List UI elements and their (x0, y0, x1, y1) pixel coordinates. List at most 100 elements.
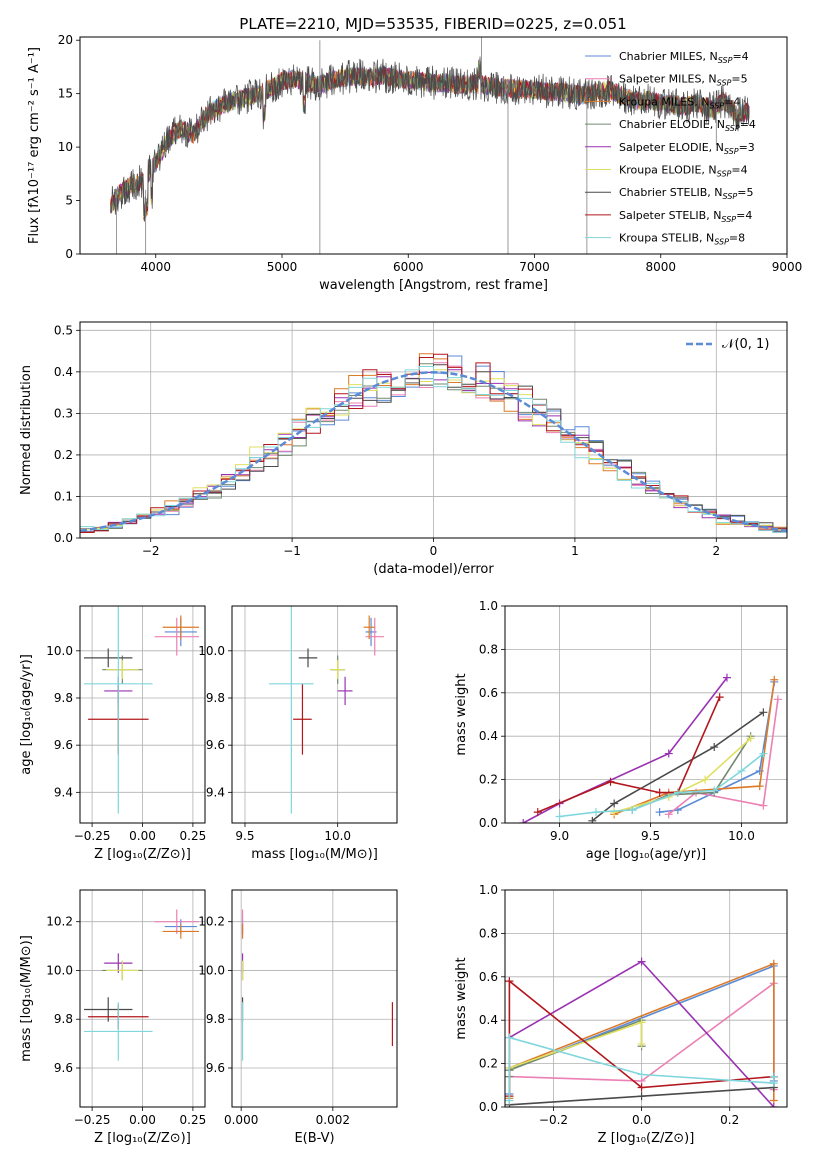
weight-marker (673, 788, 682, 797)
y-tick-label: 20 (58, 33, 73, 47)
x-axis-label: mass [log₁₀(M/M⊙)] (251, 847, 378, 862)
weight-marker (610, 808, 619, 817)
y-tick-label: 15 (58, 87, 73, 101)
y-axis-label: mass [log₁₀(M/M⊙)] (19, 935, 34, 1062)
x-tick-label: 5000 (267, 260, 298, 274)
spectrum-model-line (110, 56, 750, 222)
age_Z-points (84, 606, 199, 814)
legend-label: Chabrier ELODIE, NSSP=4 (619, 118, 756, 133)
y-tick-label: 0.0 (54, 531, 73, 545)
x-tick-label: 9.5 (641, 829, 660, 843)
x-tick-label: 2 (712, 544, 720, 558)
weight_age-frame (504, 605, 788, 824)
spectrum-axes: 4000 5000 6000 7000 8000 9000 0 5 10 15 20 waveleng… (27, 33, 802, 293)
y-tick-label: 0.4 (479, 1013, 498, 1027)
mass_ebv-frame (231, 889, 398, 1108)
weight-marker (755, 782, 764, 791)
weight-marker (773, 695, 782, 704)
weight-marker (555, 812, 564, 821)
weight-marker (769, 1072, 778, 1081)
y-tick-label: 0.8 (479, 642, 498, 656)
weight_age-lines (519, 673, 782, 823)
legend-label: 𝒩(0, 1) (722, 337, 769, 352)
y-tick-label: 10 (58, 140, 73, 154)
age_Z-axes: −0.25 0.00 0.25 9.4 9.6 9.8 10.0 Z [log₁₀(Z/Z⊙)… (19, 606, 206, 862)
x-tick-label: 0.2 (720, 1113, 739, 1127)
weight-marker (655, 788, 664, 797)
x-tick-label: 6000 (393, 260, 424, 274)
weight-marker (759, 749, 768, 758)
x-axis-label: Z [log₁₀(Z/Z⊙)] (94, 1131, 191, 1146)
x-tick-label: 0.00 (129, 1113, 156, 1127)
mass_ebv-axes: 0.000 0.002 9.6 9.8 10.0 10.2 E(B-V) (198, 890, 397, 1146)
y-tick-label: 9.4 (206, 785, 225, 799)
x-axis-label: E(B-V) (294, 1131, 334, 1146)
x-tick-label: 0.00 (129, 829, 156, 843)
weight-marker (710, 786, 719, 795)
y-tick-label: 0.3 (54, 406, 73, 420)
y-axis-label: age [log₁₀(age/yr)] (19, 654, 34, 775)
weight-line (668, 699, 779, 815)
y-tick-label: 10.0 (46, 644, 73, 658)
weight-marker (588, 816, 597, 823)
residuals-axes: −2 −1 0 1 2 0.0 0.1 0.2 0.3 0.4 0.5 (data-model)/er… (19, 322, 787, 577)
weight-marker (655, 808, 664, 817)
x-tick-label: 10.0 (324, 829, 351, 843)
x-tick-label: 10.0 (728, 829, 755, 843)
x-tick-label: 4000 (140, 260, 171, 274)
normal-curve (80, 371, 787, 532)
legend-label: Kroupa STELIB, NSSP=8 (619, 232, 745, 247)
weight-marker (759, 708, 768, 717)
x-tick-label: 7000 (519, 260, 550, 274)
y-tick-label: 9.6 (54, 1061, 73, 1075)
y-axis-label: Flux [fλ10⁻¹⁷ erg cm⁻² s⁻¹ A⁻¹] (27, 47, 42, 244)
x-tick-label: −0.25 (74, 829, 111, 843)
weight-marker (664, 749, 673, 758)
x-tick-label: −0.2 (539, 1113, 568, 1127)
weight-marker (759, 801, 768, 810)
weight-marker (701, 775, 710, 784)
y-tick-label: 10.0 (198, 644, 225, 658)
y-tick-label: 0.2 (479, 1057, 498, 1071)
residuals-frame (79, 321, 788, 539)
legend-label: Kroupa MILES, NSSP=4 (619, 95, 740, 110)
weight-line (522, 677, 728, 823)
y-tick-label: 0.6 (479, 970, 498, 984)
x-tick-label: 9.0 (550, 829, 569, 843)
weight-marker (505, 977, 514, 986)
weight-marker (505, 1033, 514, 1042)
mass_ebv-points (241, 909, 394, 1061)
spectrum-frame (79, 36, 788, 255)
x-tick-label: 9.5 (235, 829, 254, 843)
y-tick-label: 1.0 (479, 599, 498, 613)
weight-marker (746, 734, 755, 743)
age_mass-points (269, 606, 385, 814)
y-tick-label: 0 (65, 247, 73, 261)
spectrum-legend: Chabrier MILES, NSSP=4 Salpeter MILES, NS… (585, 50, 756, 247)
weight-marker (664, 810, 673, 819)
weight_Z-lines (505, 957, 778, 1107)
weight-marker (637, 1018, 646, 1027)
y-tick-label: 9.6 (206, 738, 225, 752)
y-tick-label: 0.4 (479, 729, 498, 743)
y-tick-label: 0.0 (479, 816, 498, 830)
y-tick-label: 9.6 (54, 738, 73, 752)
y-tick-label: 0.6 (479, 686, 498, 700)
x-tick-label: 9000 (772, 260, 803, 274)
weight-marker (628, 805, 637, 814)
y-tick-label: 9.6 (206, 1061, 225, 1075)
y-tick-label: 5 (65, 194, 73, 208)
x-tick-label: 0.000 (224, 1113, 258, 1127)
weight_Z-axes: −0.2 0.0 0.2 0.0 0.2 0.4 0.6 0.8 1.0 Z [log₁₀(Z/Z… (454, 883, 787, 1146)
age_Z-frame (79, 605, 206, 824)
weight-marker (737, 766, 746, 775)
legend-label: Salpeter ELODIE, NSSP=3 (619, 141, 755, 156)
y-tick-label: 9.8 (206, 691, 225, 705)
spectrum-lines (109, 37, 750, 254)
x-tick-label: −2 (142, 544, 160, 558)
legend-label: Salpeter MILES, NSSP=5 (619, 73, 748, 88)
mass_Z-axes: −0.25 0.00 0.25 9.6 9.8 10.0 10.2 Z [log₁₀(Z/Z⊙… (19, 890, 206, 1146)
x-tick-label: 0 (430, 544, 438, 558)
y-tick-label: 10.2 (198, 915, 225, 929)
